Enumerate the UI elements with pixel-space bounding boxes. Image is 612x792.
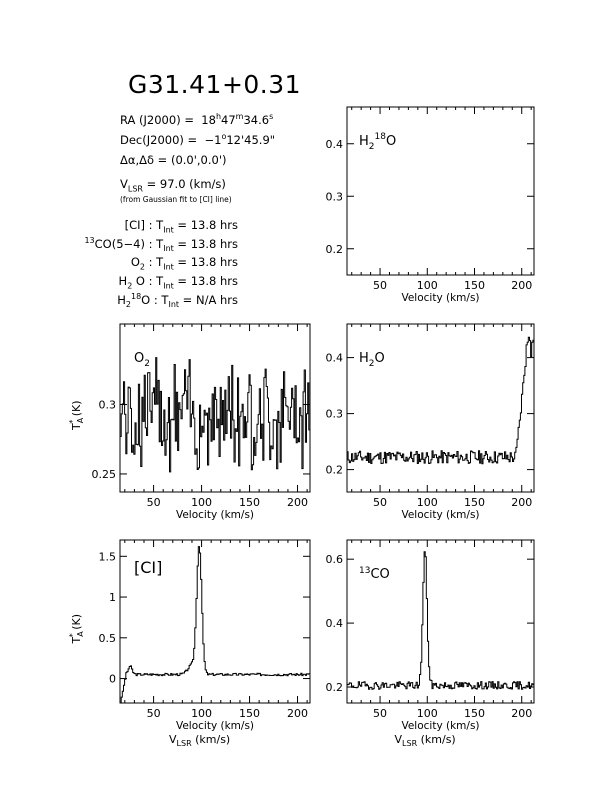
x-tick-label: 100 [417, 707, 438, 720]
ra-line: RA (J2000) = 18h47m34.6s [120, 112, 273, 127]
chart-co13: 50 100 150 200 0.2 0.4 0.6 Velocity (km/s)VLSR … [326, 539, 535, 748]
y-tick-label: 0.3 [99, 399, 117, 412]
x-tick-label: 200 [511, 279, 532, 292]
y-tick-label: 1.5 [99, 550, 117, 563]
x-axis-label: Velocity (km/s) [401, 720, 479, 732]
ra-label: RA (J2000) = [120, 112, 194, 127]
x-tick-label: 200 [287, 707, 308, 720]
vlsr-value: = 97.0 (km/s) [146, 177, 226, 191]
spectrum-line-h2o [347, 336, 535, 465]
chart-ci: 50 100 150 200 0 0.5 1 1.5 Velocity (km/s)VLSR (… [68, 539, 311, 748]
y-tick-label: 0.2 [326, 681, 344, 694]
offset-value: (0.0',0.0') [170, 153, 227, 167]
x-tick-label: 100 [417, 279, 438, 292]
x-tick-label: 150 [239, 496, 260, 509]
plot-frame [346, 106, 535, 276]
y-tick-label: 0.4 [326, 138, 344, 151]
x-axis-label-vlsr: VLSR (km/s) [395, 733, 456, 748]
integration-row: O2 : TInt = 13.8 hrs [130, 255, 238, 272]
offset-line: Δα,Δδ = (0.0',0.0') [120, 153, 227, 167]
x-tick-label: 150 [239, 707, 260, 720]
x-tick-label: 200 [287, 496, 308, 509]
spectrum-line-ci [120, 546, 311, 704]
panel-label: 13CO [359, 566, 390, 582]
x-tick-label: 100 [191, 707, 212, 720]
x-tick-label: 50 [373, 707, 387, 720]
y-tick-label: 0.3 [326, 408, 344, 421]
plot-frame [346, 539, 535, 704]
y-tick-label: 0 [109, 673, 116, 686]
offset-label: Δα,Δδ = [120, 153, 168, 167]
spectrum-line-o2 [120, 357, 311, 473]
x-tick-label: 200 [511, 707, 532, 720]
y-axis-label: TA* (K) [68, 400, 85, 431]
panel-label: [CI] [134, 558, 162, 577]
y-tick-label: 0.25 [92, 468, 117, 481]
integration-row: H2 O : TInt = 13.8 hrs [118, 274, 238, 291]
x-axis-label: Velocity (km/s) [176, 509, 254, 521]
y-tick-label: 0.5 [99, 632, 117, 645]
dec-value: −1o12'45.9" [204, 132, 276, 147]
y-tick-label: 0.4 [326, 617, 344, 630]
x-tick-label: 150 [464, 496, 485, 509]
plot-frame [346, 323, 535, 493]
x-tick-label: 100 [191, 496, 212, 509]
integration-row: [CI] : TInt = 13.8 hrs [124, 218, 238, 235]
chart-o2: 50 100 150 200 0.25 0.3 Velocity (km/s) TA* (K)… [68, 323, 311, 521]
plot-frame [119, 323, 311, 493]
y-tick-label: 0.2 [326, 243, 344, 256]
ra-value: 18h47m34.6s [201, 112, 274, 127]
panel-label: H218O [359, 132, 396, 152]
y-tick-label: 0.4 [326, 352, 344, 365]
y-tick-label: 0.3 [326, 190, 344, 203]
y-tick-label: 0.2 [326, 464, 344, 477]
x-axis-label: Velocity (km/s) [401, 292, 479, 304]
x-tick-label: 200 [511, 496, 532, 509]
x-tick-label: 150 [464, 707, 485, 720]
vlsr-line: VLSR = 97.0 (km/s) [120, 177, 226, 194]
x-tick-label: 50 [373, 279, 387, 292]
x-tick-label: 50 [373, 496, 387, 509]
spectrum-line-co13 [347, 551, 535, 690]
dec-label: Dec(J2000) = [120, 132, 198, 147]
source-title: G31.41+0.31 [128, 70, 302, 99]
chart-h218o: 50 100 150 200 0.2 0.3 0.4 Velocity (km/s) H218O [326, 106, 535, 304]
chart-h2o: 50 100 150 200 0.2 0.3 0.4 Velocity (km/s) H2O [326, 323, 535, 521]
x-axis-label: Velocity (km/s) [176, 720, 254, 732]
y-tick-label: 0.6 [326, 553, 344, 566]
x-tick-label: 150 [464, 279, 485, 292]
y-tick-label: 1 [109, 591, 116, 604]
panel-label: H2O [359, 351, 385, 369]
vlsr-note: (from Gaussian fit to [CI] line) [120, 195, 232, 204]
x-axis-label-vlsr: VLSR (km/s) [169, 733, 230, 748]
integration-row: 13CO(5−4) : TInt = 13.8 hrs [84, 236, 238, 254]
panel-label: O2 [134, 351, 150, 369]
y-axis-label: TA* (K) [68, 614, 85, 645]
dec-line: Dec(J2000) = −1o12'45.9" [120, 132, 275, 147]
x-tick-label: 50 [147, 496, 161, 509]
integration-row: H218O : TInt = N/A hrs [117, 292, 238, 310]
plot-frame [119, 539, 311, 704]
x-tick-label: 50 [147, 707, 161, 720]
x-axis-label: Velocity (km/s) [401, 509, 479, 521]
x-tick-label: 100 [417, 496, 438, 509]
